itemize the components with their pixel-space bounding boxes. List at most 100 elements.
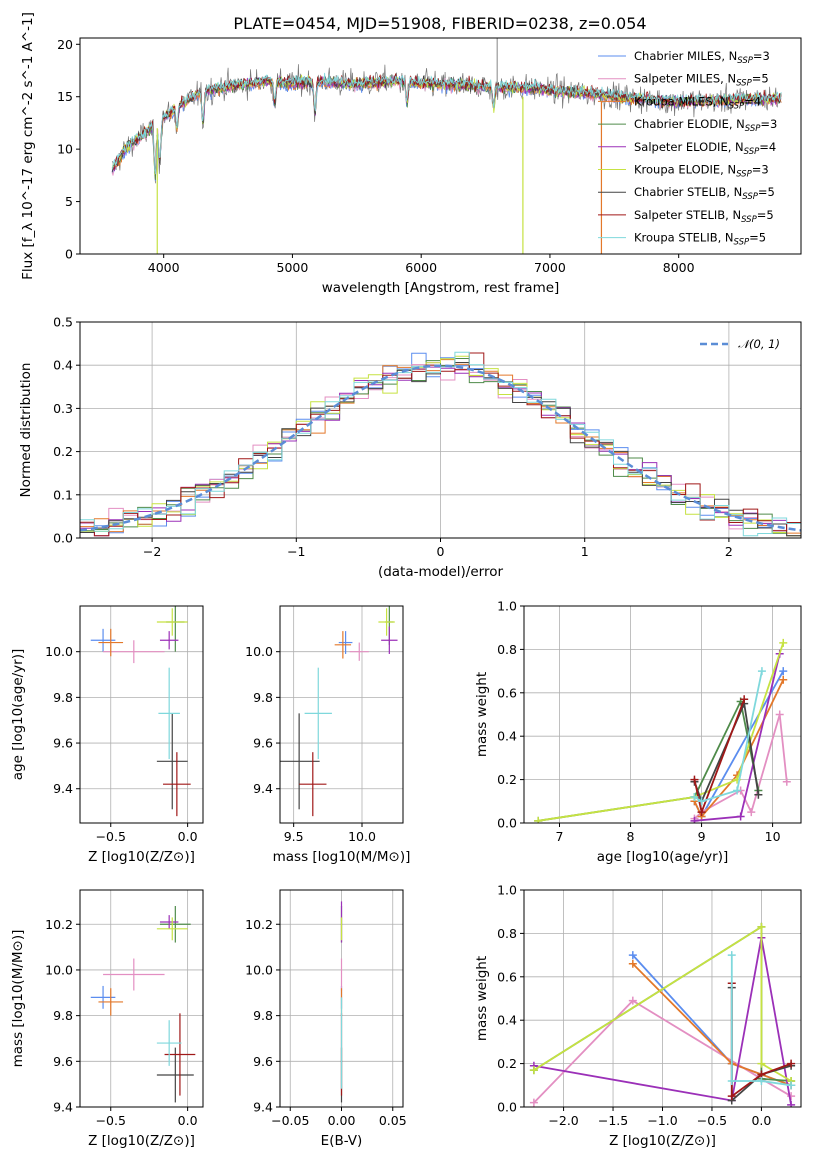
x-tick-label: 10.0 <box>348 829 376 844</box>
y-tick-label: 0.4 <box>497 729 517 744</box>
y-tick-label: 9.6 <box>253 1054 273 1069</box>
y-tick-label: 10 <box>57 142 73 157</box>
x-tick-label: 4000 <box>148 260 180 275</box>
y-axis-label: Normed distribution <box>18 363 34 498</box>
legend-label: Kroupa ELODIE, NSSP=3 <box>634 163 769 180</box>
spectrum-legend: Chabrier MILES, NSSP=3 Salpeter MILES, NS… <box>598 49 777 248</box>
ticks: −0.05 0.00 0.05 9.4 9.6 9.8 10.0 10.2 <box>245 917 407 1128</box>
legend-label: Salpeter MILES, NSSP=5 <box>634 72 769 89</box>
x-tick-label: −2 <box>143 544 161 559</box>
x-tick-label: 7000 <box>534 260 566 275</box>
y-tick-label: 10.0 <box>45 962 73 977</box>
legend-label: Kroupa STELIB, NSSP=5 <box>634 231 766 248</box>
y-axis-label: age [log10(age/yr)] <box>10 649 26 781</box>
figure-title: PLATE=0454, MJD=51908, FIBERID=0238, z=0… <box>233 14 646 33</box>
weight-line <box>533 999 792 1104</box>
y-tick-label: 20 <box>57 37 73 52</box>
y-tick-label: 1.0 <box>497 599 517 614</box>
weight-marker <box>757 667 766 676</box>
x-axis-label: Z [log10(Z/Z⊙)] <box>88 1133 195 1149</box>
y-tick-label: 10.0 <box>45 644 73 659</box>
y-tick-label: 9.4 <box>53 781 73 796</box>
y-tick-label: 10.0 <box>245 962 273 977</box>
weight-marker <box>779 667 788 676</box>
y-axis-label: mass [log10(M/M⊙)] <box>10 930 26 1068</box>
y-tick-label: 9.6 <box>253 736 273 751</box>
weight-marker <box>534 816 543 823</box>
x-tick-label: 8 <box>627 829 635 844</box>
weight-marker <box>628 996 637 1005</box>
x-tick-label: 1 <box>581 544 589 559</box>
age-vs-mass-panel: 9.5 10.0 9.4 9.6 9.8 10.0 mass [log10(M/M⊙)] <box>245 605 410 865</box>
x-tick-label: 7 <box>556 829 564 844</box>
x-axis-label: (data-model)/error <box>378 564 504 580</box>
y-tick-label: 10.0 <box>245 644 273 659</box>
y-tick-label: 9.4 <box>53 1100 73 1115</box>
weight-line <box>533 925 792 1082</box>
x-tick-label: −1.0 <box>647 1113 677 1128</box>
ticks: 7 8 9 10 0.0 0.2 0.4 0.6 0.8 1.0 <box>497 599 780 845</box>
x-tick-label: 2 <box>725 544 733 559</box>
y-tick-label: 9.8 <box>53 1008 73 1023</box>
ticks: −0.5 0.0 9.4 9.6 9.8 10.0 <box>45 644 197 844</box>
legend-label: Kroupa MILES, NSSP=4 <box>634 94 761 111</box>
x-tick-label: −0.05 <box>271 1113 309 1128</box>
residual-histograms <box>80 351 801 537</box>
ticks: 4000 5000 6000 7000 8000 0 5 10 15 20 <box>57 37 695 275</box>
weight-vs-age-panel: 7 8 9 10 0.0 0.2 0.4 0.6 0.8 1.0 age [log10(age/yr… <box>474 599 802 865</box>
mass-vs-Z-errorbars <box>90 905 196 1103</box>
x-tick-label: −0.5 <box>96 1113 126 1128</box>
x-axis-label: E(B-V) <box>321 1133 363 1149</box>
y-tick-label: 0.4 <box>497 1013 517 1028</box>
weight-vs-Z-panel: −2.0 −1.5 −1.0 −0.5 0.0 0.0 0.2 0.4 0.6 0.8 1.0 Z [… <box>474 883 802 1149</box>
weight-marker <box>529 1066 538 1075</box>
x-tick-label: 0.0 <box>178 829 198 844</box>
weight-marker <box>740 695 749 704</box>
y-tick-label: 0.8 <box>497 926 517 941</box>
y-tick-label: 0.6 <box>497 969 517 984</box>
weight-marker <box>727 1076 736 1085</box>
y-tick-label: 0.0 <box>497 1100 517 1115</box>
legend-label: 𝒩(0, 1) <box>738 337 780 351</box>
weight-marker <box>697 808 706 817</box>
y-axis-label: mass weight <box>474 956 490 1041</box>
weight-marker <box>529 1098 538 1107</box>
weight-marker <box>697 797 706 806</box>
y-tick-label: 0.2 <box>497 772 517 787</box>
weight-marker <box>779 675 788 684</box>
y-axis-label: Flux [f_λ 10^-17 erg cm^-2 s^-1 A^-1] <box>20 12 36 280</box>
x-tick-label: 8000 <box>663 260 695 275</box>
weight-marker <box>787 1081 796 1090</box>
axes-frame <box>79 605 204 824</box>
x-tick-label: 0.05 <box>379 1113 407 1128</box>
x-tick-label: 0.00 <box>328 1113 356 1128</box>
weight-vs-age-lines <box>534 638 791 823</box>
y-tick-label: 10.2 <box>245 917 273 932</box>
y-tick-label: 9.6 <box>53 1054 73 1069</box>
weight-line <box>538 642 785 822</box>
x-tick-label: −0.5 <box>96 829 126 844</box>
y-tick-label: 9.8 <box>253 1008 273 1023</box>
x-tick-label: 10 <box>765 829 781 844</box>
y-tick-label: 9.6 <box>53 736 73 751</box>
x-tick-label: 9 <box>698 829 706 844</box>
weight-marker <box>733 786 742 795</box>
weight-marker <box>628 951 637 960</box>
x-tick-label: −1.5 <box>598 1113 628 1128</box>
weight-marker <box>787 1059 796 1068</box>
weight-line <box>730 955 792 1087</box>
mass-vs-EBV-panel: −0.05 0.00 0.05 9.4 9.6 9.8 10.0 10.2 E(B-V) <box>245 889 407 1149</box>
weight-marker <box>787 1092 796 1101</box>
legend-label: Salpeter ELODIE, NSSP=4 <box>634 140 776 157</box>
residual-histogram-step <box>80 355 801 537</box>
axes-frame <box>79 889 204 1108</box>
legend-label: Salpeter STELIB, NSSP=5 <box>634 208 774 225</box>
y-tick-label: 0.4 <box>53 358 73 373</box>
y-tick-label: 15 <box>57 89 73 104</box>
y-tick-label: 0.8 <box>497 642 517 657</box>
weight-marker <box>782 777 791 786</box>
weight-marker <box>628 959 637 968</box>
ticks: −2 −1 0 1 2 0.0 0.1 0.2 0.3 0.4 0.5 <box>53 315 733 560</box>
